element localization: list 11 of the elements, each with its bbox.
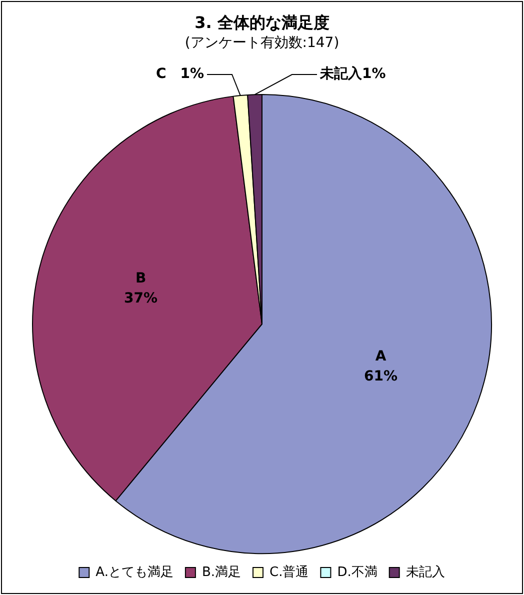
data-label: C 1% bbox=[156, 66, 204, 82]
data-label: A 61% bbox=[364, 348, 398, 384]
data-label: B 37% bbox=[124, 270, 158, 306]
chart-title: 3. 全体的な満足度 bbox=[194, 12, 330, 32]
legend-label: D.不満 bbox=[337, 564, 378, 580]
legend-label: A.とても満足 bbox=[96, 564, 174, 580]
chart-subtitle: (アンケート有効数:147) bbox=[184, 35, 340, 52]
legend-label: 未記入 bbox=[406, 564, 445, 580]
legend-label: B.満足 bbox=[202, 564, 242, 580]
legend-label: C.普通 bbox=[270, 564, 309, 580]
data-label: 未記入1% bbox=[319, 66, 386, 82]
